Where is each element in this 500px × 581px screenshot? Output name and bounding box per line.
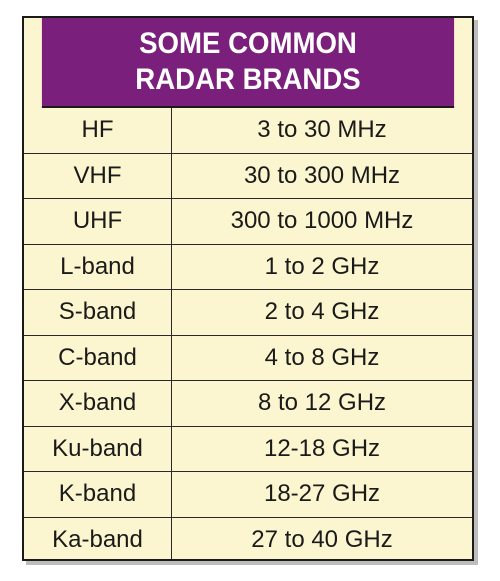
table-row: HF 3 to 30 MHz: [24, 108, 472, 154]
table-header: SOME COMMON RADAR BRANDS: [41, 18, 455, 108]
band-name-cell: X-band: [24, 381, 172, 426]
band-name-cell: L-band: [24, 244, 172, 289]
table-row: S-band 2 to 4 GHz: [24, 290, 472, 336]
band-name-cell: Ka-band: [24, 517, 172, 559]
band-name-cell: S-band: [24, 290, 172, 335]
table-title-line-1: SOME COMMON: [139, 27, 357, 60]
table-body: HF 3 to 30 MHz VHF 30 to 300 MHz UHF 300…: [24, 108, 472, 559]
table-title-line-2: RADAR BRANDS: [135, 63, 361, 96]
band-name-cell: K-band: [24, 472, 172, 517]
table-row: K-band 18-27 GHz: [24, 472, 472, 518]
table-row: UHF 300 to 1000 MHz: [24, 199, 472, 245]
band-name-cell: C-band: [24, 335, 172, 380]
frequency-range-cell: 18-27 GHz: [263, 480, 381, 508]
table-row: X-band 8 to 12 GHz: [24, 381, 472, 427]
table-row: Ka-band 27 to 40 GHz: [24, 517, 472, 559]
table-row: VHF 30 to 300 MHz: [24, 153, 472, 199]
frequency-range-cell: 27 to 40 GHz: [251, 526, 393, 554]
frequency-range-cell: 12-18 GHz: [263, 434, 381, 462]
frequency-range-cell: 2 to 4 GHz: [264, 298, 380, 326]
table-row: Ku-band 12-18 GHz: [24, 426, 472, 472]
table-row: C-band 4 to 8 GHz: [24, 335, 472, 381]
radar-bands-table: SOME COMMON RADAR BRANDS HF 3 to 30 MHz …: [22, 16, 474, 561]
band-name-cell: HF: [24, 108, 172, 153]
frequency-range-cell: 300 to 1000 MHz: [230, 207, 414, 235]
frequency-range-cell: 4 to 8 GHz: [264, 343, 380, 371]
band-name-cell: VHF: [24, 153, 172, 198]
table-row: L-band 1 to 2 GHz: [24, 244, 472, 290]
frequency-range-cell: 30 to 300 MHz: [243, 161, 401, 189]
band-name-cell: UHF: [24, 199, 172, 244]
frequency-range-cell: 8 to 12 GHz: [257, 389, 387, 417]
band-name-cell: Ku-band: [24, 426, 172, 471]
frequency-range-cell: 1 to 2 GHz: [264, 252, 380, 280]
frequency-range-cell: 3 to 30 MHz: [257, 116, 387, 144]
